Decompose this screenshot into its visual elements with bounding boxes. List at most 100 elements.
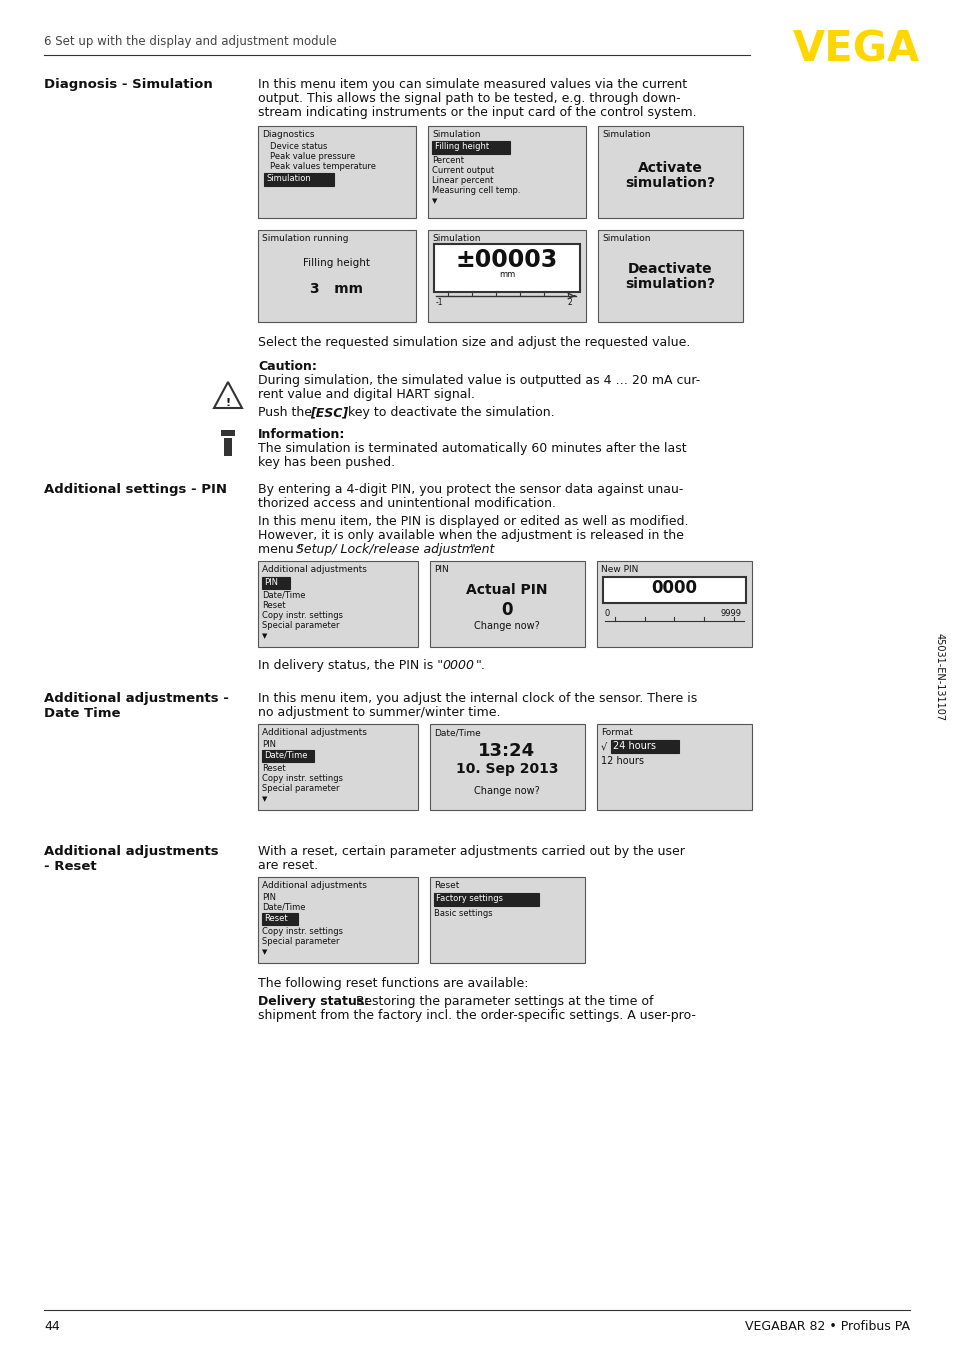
- Text: ▼: ▼: [432, 198, 436, 204]
- Text: Setup/ Lock/release adjustment: Setup/ Lock/release adjustment: [295, 543, 494, 556]
- Text: Format: Format: [600, 728, 632, 737]
- Bar: [598, 230, 742, 322]
- Bar: [428, 126, 585, 218]
- Bar: [262, 577, 290, 589]
- Bar: [597, 724, 751, 810]
- Text: In delivery status, the PIN is ": In delivery status, the PIN is ": [257, 659, 442, 672]
- Bar: [257, 561, 417, 647]
- Text: ▼: ▼: [262, 949, 267, 955]
- Text: Copy instr. settings: Copy instr. settings: [262, 774, 343, 783]
- Text: Peak values temperature: Peak values temperature: [270, 162, 375, 171]
- Bar: [224, 437, 232, 456]
- Bar: [430, 877, 584, 963]
- Bar: [610, 741, 679, 753]
- Text: Date/Time: Date/Time: [262, 903, 305, 913]
- Text: Additional adjustments -: Additional adjustments -: [44, 692, 229, 705]
- Text: Simulation: Simulation: [432, 130, 480, 139]
- Text: Date Time: Date Time: [44, 707, 120, 720]
- Text: During simulation, the simulated value is outputted as 4 … 20 mA cur-: During simulation, the simulated value i…: [257, 374, 700, 387]
- Text: menu ": menu ": [257, 543, 303, 556]
- Text: 24 hours: 24 hours: [613, 741, 656, 751]
- Text: Reset: Reset: [264, 914, 287, 923]
- Bar: [257, 230, 416, 322]
- Text: Simulation: Simulation: [601, 130, 650, 139]
- Text: !: !: [225, 398, 231, 408]
- Text: Additional adjustments: Additional adjustments: [262, 728, 367, 737]
- Text: Peak value pressure: Peak value pressure: [270, 152, 355, 161]
- Text: Date/Time: Date/Time: [262, 590, 305, 600]
- Text: Percent: Percent: [432, 156, 463, 165]
- Text: 44: 44: [44, 1320, 60, 1332]
- Text: Restoring the parameter settings at the time of: Restoring the parameter settings at the …: [352, 995, 653, 1007]
- Text: Reset: Reset: [434, 881, 459, 890]
- Text: 45031-EN-131107: 45031-EN-131107: [934, 632, 944, 722]
- Bar: [598, 126, 742, 218]
- Text: Measuring cell temp.: Measuring cell temp.: [432, 185, 520, 195]
- Text: PIN: PIN: [262, 741, 275, 749]
- Text: In this menu item, the PIN is displayed or edited as well as modified.: In this menu item, the PIN is displayed …: [257, 515, 688, 528]
- Text: Reset: Reset: [262, 601, 285, 611]
- Text: Simulation running: Simulation running: [262, 234, 348, 242]
- Text: Diagnostics: Diagnostics: [262, 130, 314, 139]
- Text: Diagnosis - Simulation: Diagnosis - Simulation: [44, 79, 213, 91]
- Text: 13:24: 13:24: [478, 742, 535, 760]
- Bar: [430, 724, 584, 810]
- Bar: [257, 126, 416, 218]
- Text: thorized access and unintentional modification.: thorized access and unintentional modifi…: [257, 497, 556, 510]
- Text: Factory settings: Factory settings: [436, 894, 502, 903]
- Text: PIN: PIN: [264, 578, 277, 588]
- Bar: [430, 561, 584, 647]
- Text: stream indicating instruments or the input card of the control system.: stream indicating instruments or the inp…: [257, 106, 696, 119]
- Text: 3   mm: 3 mm: [310, 282, 363, 297]
- Text: However, it is only available when the adjustment is released in the: However, it is only available when the a…: [257, 529, 683, 542]
- Text: mm: mm: [498, 269, 515, 279]
- Text: 0: 0: [604, 609, 610, 617]
- Text: Actual PIN: Actual PIN: [466, 584, 547, 597]
- Text: In this menu item you can simulate measured values via the current: In this menu item you can simulate measu…: [257, 79, 686, 91]
- Text: New PIN: New PIN: [600, 565, 638, 574]
- Text: ▼: ▼: [262, 634, 267, 639]
- Text: 6 Set up with the display and adjustment module: 6 Set up with the display and adjustment…: [44, 35, 336, 47]
- Text: Filling height: Filling height: [435, 142, 489, 152]
- Bar: [221, 431, 234, 436]
- Text: key has been pushed.: key has been pushed.: [257, 456, 395, 468]
- Text: Reset: Reset: [262, 764, 285, 773]
- Bar: [432, 141, 510, 154]
- Text: Special parameter: Special parameter: [262, 937, 339, 946]
- Text: By entering a 4-digit PIN, you protect the sensor data against unau-: By entering a 4-digit PIN, you protect t…: [257, 483, 682, 496]
- Text: key to deactivate the simulation.: key to deactivate the simulation.: [344, 406, 554, 418]
- Text: Additional settings - PIN: Additional settings - PIN: [44, 483, 227, 496]
- Text: ".: ".: [476, 659, 485, 672]
- Text: Copy instr. settings: Copy instr. settings: [262, 927, 343, 936]
- Text: rent value and digital HART signal.: rent value and digital HART signal.: [257, 389, 475, 401]
- Bar: [597, 561, 751, 647]
- Text: The following reset functions are available:: The following reset functions are availa…: [257, 978, 528, 990]
- Text: Simulation: Simulation: [601, 234, 650, 242]
- Text: Copy instr. settings: Copy instr. settings: [262, 611, 343, 620]
- Bar: [257, 877, 417, 963]
- Bar: [602, 577, 745, 603]
- Text: 0000: 0000: [650, 580, 697, 597]
- Text: no adjustment to summer/winter time.: no adjustment to summer/winter time.: [257, 705, 500, 719]
- Text: Date/Time: Date/Time: [264, 751, 307, 760]
- Text: - Reset: - Reset: [44, 860, 96, 873]
- Text: PIN: PIN: [262, 894, 275, 902]
- Text: -1: -1: [436, 298, 443, 307]
- Text: Information:: Information:: [257, 428, 345, 441]
- Text: Additional adjustments: Additional adjustments: [262, 565, 367, 574]
- Text: 2: 2: [567, 298, 572, 307]
- Text: Deactivate: Deactivate: [627, 263, 712, 276]
- Bar: [264, 173, 334, 185]
- Text: The simulation is terminated automatically 60 minutes after the last: The simulation is terminated automatical…: [257, 441, 686, 455]
- Text: 0000: 0000: [441, 659, 474, 672]
- Text: Select the requested simulation size and adjust the requested value.: Select the requested simulation size and…: [257, 336, 690, 349]
- Text: ▼: ▼: [262, 796, 267, 802]
- Text: Additional adjustments: Additional adjustments: [44, 845, 218, 858]
- Text: ±00003: ±00003: [456, 248, 558, 272]
- Text: Simulation: Simulation: [267, 175, 312, 183]
- Text: Date/Time: Date/Time: [434, 728, 480, 737]
- Text: are reset.: are reset.: [257, 858, 317, 872]
- Text: PIN: PIN: [434, 565, 448, 574]
- Bar: [428, 230, 585, 322]
- Text: Filling height: Filling height: [303, 259, 370, 268]
